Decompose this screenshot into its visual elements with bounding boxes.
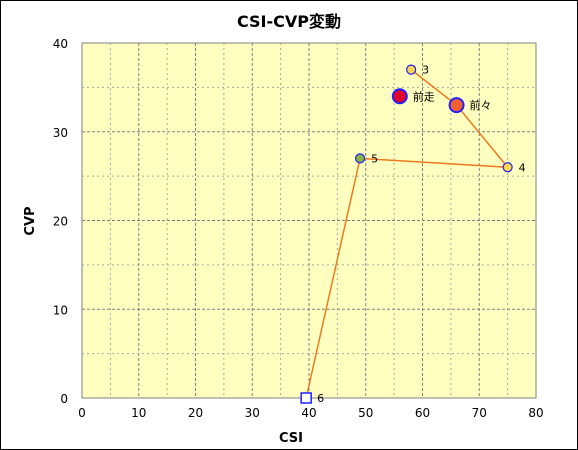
x-tick-label: 20 (188, 406, 203, 420)
y-tick-label: 30 (53, 126, 68, 140)
grid (82, 43, 536, 398)
x-tick-label: 60 (415, 406, 430, 420)
y-axis-label: CVP (23, 206, 38, 235)
data-point-marker (502, 162, 513, 173)
data-point-marker (448, 97, 465, 114)
y-tick-label: 40 (53, 37, 68, 51)
data-point-label: 前走 (413, 89, 435, 103)
y-tick-label: 20 (53, 215, 68, 229)
x-tick-label: 0 (78, 406, 86, 420)
x-tick-label: 40 (301, 406, 316, 420)
tick-labels: 0 10 20 30 40 50 60 70 80 0 10 20 30 40 (53, 37, 544, 420)
y-tick-label: 0 (60, 392, 68, 406)
data-point-marker (391, 88, 408, 105)
y-tick-label: 10 (53, 303, 68, 317)
x-tick-label: 50 (358, 406, 373, 420)
x-tick-label: 80 (528, 406, 543, 420)
data-point-marker (354, 153, 366, 164)
data-point-marker (406, 64, 417, 75)
data-point-label: 6 (317, 392, 324, 405)
data-point-label: 3 (422, 64, 429, 77)
x-tick-label: 70 (472, 406, 487, 420)
data-point-label: 4 (519, 161, 526, 174)
data-point-marker (300, 392, 312, 404)
x-tick-label: 10 (131, 406, 146, 420)
x-tick-label: 30 (245, 406, 260, 420)
data-point-label: 前々 (470, 98, 492, 112)
data-point-label: 5 (371, 152, 378, 165)
chart-title: CSI-CVP変動 (237, 12, 341, 31)
x-axis-label: CSI (279, 431, 303, 446)
data-points (300, 64, 513, 404)
